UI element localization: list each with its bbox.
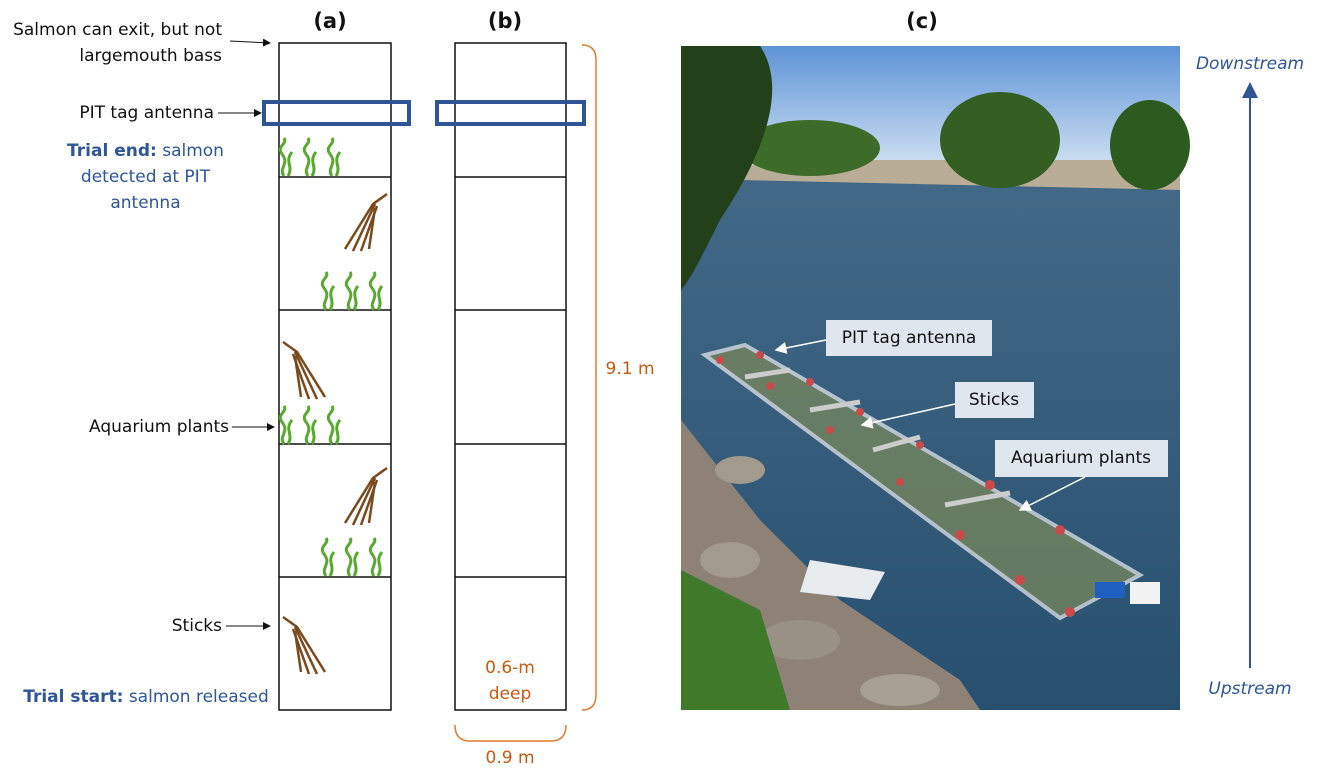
trial-start-text: salmon released <box>129 687 269 707</box>
figure: (a) Salmon can exit, but not largemouth … <box>0 0 1318 770</box>
length-label: 9.1 m <box>606 359 655 379</box>
panel-label: (b) <box>488 9 522 33</box>
plants-icon <box>280 406 340 444</box>
trial-start: Trial start: salmon released <box>23 687 269 707</box>
width-label: 0.9 m <box>486 748 535 768</box>
plants-icon <box>322 538 382 576</box>
panel-label: (c) <box>906 9 938 33</box>
photo <box>681 46 1190 710</box>
antenna <box>437 102 584 124</box>
plants-icon <box>280 138 340 176</box>
callout-label: PIT tag antenna <box>842 328 977 348</box>
trial-end: Trial end: salmon detected at PIT antenn… <box>63 138 228 216</box>
column-a <box>279 43 391 710</box>
arrow <box>230 41 270 43</box>
plants-icon <box>322 272 382 310</box>
sticks-icon <box>345 194 387 251</box>
antenna-label: PIT tag antenna <box>79 103 214 123</box>
length-bracket <box>582 45 596 710</box>
sticks-label: Sticks <box>172 616 222 636</box>
downstream-label: Downstream <box>1196 54 1304 74</box>
sticks-icon <box>345 468 387 525</box>
plants-label: Aquarium plants <box>89 417 229 437</box>
exit-note: Salmon can exit, but not <box>13 20 222 40</box>
figure-svg: (a) Salmon can exit, but not largemouth … <box>0 0 1318 770</box>
sticks-icon <box>283 342 325 399</box>
trial-end-label: Trial end: <box>67 141 157 161</box>
upstream-label: Upstream <box>1208 679 1291 699</box>
depth-label: deep <box>489 684 532 704</box>
callout-label: Sticks <box>969 390 1019 410</box>
depth-label: 0.6-m <box>485 658 535 678</box>
panel-label: (a) <box>313 9 346 33</box>
sticks-icon <box>283 617 325 674</box>
callout-label: Aquarium plants <box>1011 448 1151 468</box>
antenna <box>264 102 409 124</box>
column-b <box>455 43 566 710</box>
trial-start-label: Trial start: <box>23 687 123 707</box>
exit-note: largemouth bass <box>79 46 222 66</box>
width-bracket <box>455 725 566 741</box>
